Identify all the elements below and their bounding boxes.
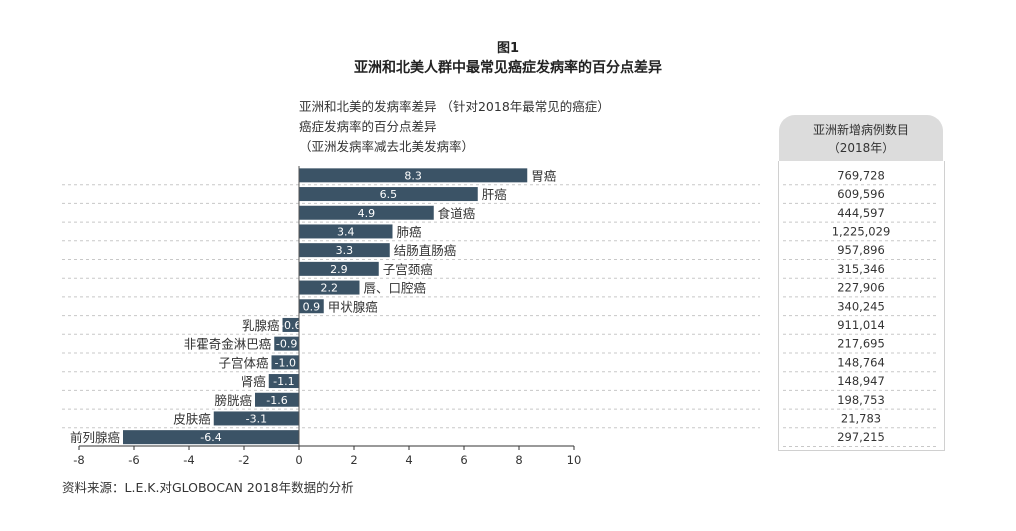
- bar-6: [299, 280, 360, 295]
- bar-value-label: -3.1: [246, 412, 267, 425]
- new-cases-value: 769,728: [837, 168, 885, 182]
- x-tick-label: 4: [405, 453, 412, 467]
- category-label: 非霍奇金淋巴癌: [184, 337, 272, 352]
- new-cases-value: 217,695: [837, 337, 885, 351]
- x-tick-label: -4: [183, 453, 194, 467]
- new-cases-value: 1,225,029: [832, 224, 891, 238]
- bar-3: [299, 224, 393, 239]
- category-label: 前列腺癌: [70, 430, 120, 445]
- chart-title: 亚洲和北美人群中最常见癌症发病率的百分点差异: [354, 60, 662, 76]
- x-tick-label: 0: [295, 453, 302, 467]
- category-label: 皮肤癌: [173, 411, 211, 426]
- bar-11: [268, 374, 299, 389]
- bar-1: [299, 187, 478, 202]
- category-label: 膀胱癌: [214, 393, 252, 408]
- new-cases-value: 911,014: [837, 318, 885, 332]
- chart-subtitle-line-3: （亚洲发病率减去北美发病率）: [299, 139, 475, 154]
- bar-value-label: 4.9: [358, 207, 376, 220]
- new-cases-value: 315,346: [837, 262, 885, 276]
- bar-12: [255, 392, 299, 407]
- bar-value-label: -1.6: [266, 394, 287, 407]
- bar-value-label: -0.6: [280, 319, 301, 332]
- x-tick-label: 8: [515, 453, 522, 467]
- category-label: 乳腺癌: [242, 318, 280, 333]
- category-label: 子宫颈癌: [383, 262, 433, 277]
- category-label: 胃癌: [531, 168, 556, 183]
- new-cases-value: 21,783: [841, 411, 881, 425]
- new-cases-value: 297,215: [837, 430, 885, 444]
- bar-value-label: 8.3: [404, 169, 422, 182]
- chart-subtitle-line-1: 亚洲和北美的发病率差异 （针对2018年最常见的癌症）: [299, 99, 610, 114]
- x-tick-label: -8: [73, 453, 84, 467]
- new-cases-value: 957,896: [837, 243, 885, 257]
- bar-0: [299, 168, 528, 183]
- x-tick-label: 6: [460, 453, 467, 467]
- bar-value-label: 2.9: [330, 263, 348, 276]
- new-cases-header-line-1: 亚洲新增病例数目: [812, 123, 909, 137]
- figure-label: 图1: [496, 41, 520, 56]
- bar-10: [271, 355, 299, 370]
- bar-value-label: -1.1: [273, 375, 294, 388]
- bar-5: [299, 261, 379, 276]
- bar-8: [282, 317, 299, 332]
- new-cases-value: 609,596: [837, 187, 885, 201]
- new-cases-value: 148,764: [837, 355, 885, 369]
- bar-4: [299, 243, 390, 258]
- new-cases-panel: [778, 161, 945, 451]
- bar-2: [299, 205, 434, 220]
- category-label: 结肠直肠癌: [394, 243, 457, 258]
- bar-value-label: 3.4: [337, 225, 355, 238]
- category-label: 肝癌: [482, 187, 507, 202]
- bar-9: [274, 336, 299, 351]
- bar-value-label: 0.9: [303, 300, 321, 313]
- bar-value-label: 2.2: [321, 282, 339, 295]
- x-tick-label: 2: [350, 453, 357, 467]
- bar-value-label: -1.0: [275, 356, 296, 369]
- new-cases-header-line-2: （2018年）: [827, 141, 895, 155]
- category-label: 甲状腺癌: [328, 299, 378, 314]
- new-cases-value: 148,947: [837, 374, 885, 388]
- category-label: 唇、口腔癌: [364, 281, 427, 296]
- category-label: 子宫体癌: [218, 355, 268, 370]
- new-cases-column-header: 亚洲新增病例数目 （2018年）: [779, 115, 943, 161]
- bar-value-label: -0.9: [276, 338, 297, 351]
- category-label: 肺癌: [397, 224, 422, 239]
- source-note: 资料来源：L.E.K.对GLOBOCAN 2018年数据的分析: [62, 480, 354, 495]
- new-cases-value: 444,597: [837, 206, 885, 220]
- new-cases-value: 227,906: [837, 281, 885, 295]
- bar-13: [213, 411, 299, 426]
- x-tick-label: 10: [567, 453, 582, 467]
- bar-14: [123, 430, 299, 445]
- bar-value-label: 6.5: [380, 188, 398, 201]
- x-tick-label: -2: [238, 453, 249, 467]
- new-cases-value: 340,245: [837, 299, 885, 313]
- category-label: 食道癌: [438, 206, 476, 221]
- bar-value-label: 3.3: [336, 244, 354, 257]
- bar-value-label: -6.4: [200, 431, 221, 444]
- chart-subtitle-line-2: 癌症发病率的百分点差异: [299, 119, 437, 134]
- category-label: 肾癌: [241, 374, 266, 389]
- bar-7: [299, 299, 324, 314]
- new-cases-value: 198,753: [837, 393, 885, 407]
- x-tick-label: -6: [128, 453, 139, 467]
